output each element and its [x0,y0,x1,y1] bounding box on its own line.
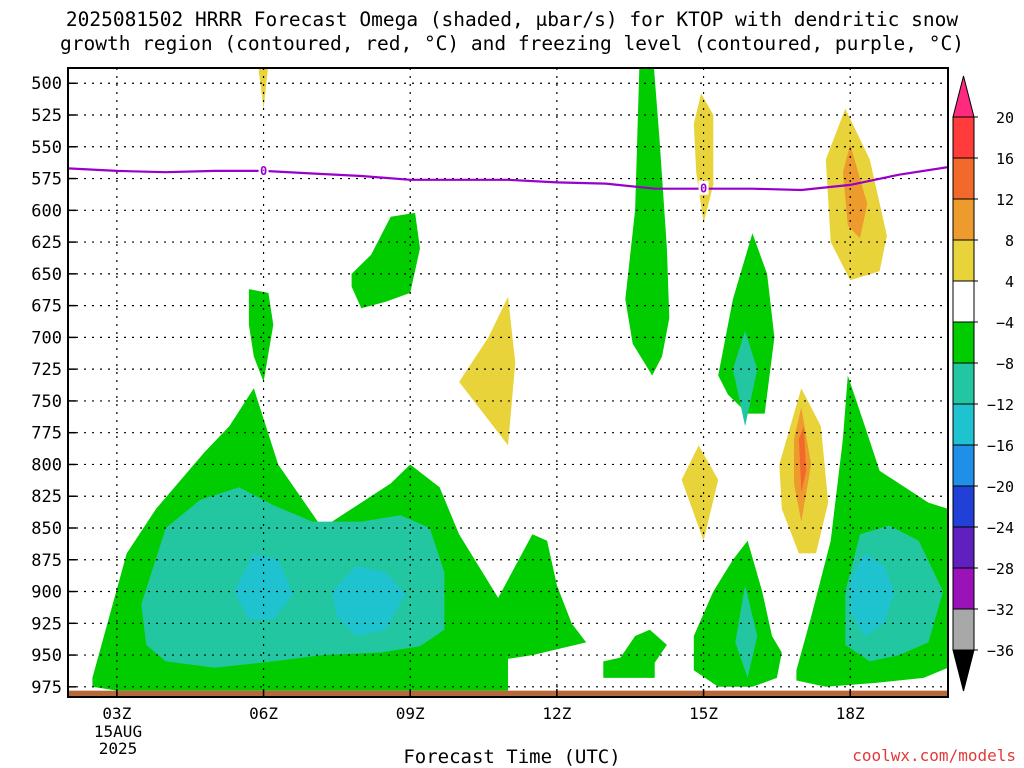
omega-region-1 [248,289,274,382]
x-tick-label-03Z: 03Z [102,704,131,723]
colorbar-label-1: 16 [996,150,1014,168]
y-tick-label-800: 800 [31,455,62,475]
omega-region-6 [693,540,782,687]
y-tick-label-875: 875 [31,551,62,571]
freezing-label-bg-15 [698,180,709,195]
omega-region-15 [258,68,268,109]
omega-region-3 [625,68,670,376]
x-axis-title: Forecast Time (UTC) [403,746,621,768]
y-tick-label-950: 950 [31,646,62,666]
colorbar-bin-4 [952,280,975,323]
y-tick-label-650: 650 [31,265,62,285]
colorbar-label-9: −20 [987,478,1014,496]
omega-region-17 [693,93,714,224]
colorbar-bin-11 [952,567,975,610]
colorbar-bin-0 [952,116,975,159]
x-tick-label-09Z: 09Z [396,704,425,723]
colorbar: 20 16 12 8 4 −4 −8 −12 −16 −20 −24 −28 −32 −36 [952,75,1014,692]
colorbar-bin-12 [952,608,975,651]
freezing-level-contour: 00 [68,162,948,196]
freezing-level-label: 0 [260,164,267,178]
y-tick-label-825: 825 [31,487,62,507]
y-tick-label-925: 925 [31,614,62,634]
omega-region-21 [842,144,868,239]
x-axis: 03Z 06Z 09Z 12Z 15Z 18Z [102,689,865,723]
credit-link[interactable]: coolwx.com/models [852,746,1016,765]
colorbar-label-3: 8 [1005,232,1014,250]
colorbar-label-8: −16 [987,437,1014,455]
ground-bar [68,690,948,697]
colorbar-bin-9 [952,485,975,528]
colorbar-bin-10 [952,526,975,569]
y-tick-label-725: 725 [31,360,62,380]
chart-title-line1: 2025081502 HRRR Forecast Omega (shaded, … [65,8,959,31]
y-tick-label-575: 575 [31,170,62,190]
freezing-label-bg-6 [258,162,269,177]
freezing-level-line [68,166,948,192]
y-tick-label-625: 625 [31,233,62,253]
omega-region-16 [459,296,516,446]
colorbar-label-0: 20 [996,109,1014,127]
omega-region-12 [234,553,293,620]
y-tick-label-700: 700 [31,328,62,348]
colorbar-top-arrow [952,75,975,118]
colorbar-bin-3 [952,239,975,282]
y-tick-label-850: 850 [31,519,62,539]
colorbar-label-11: −28 [987,560,1014,578]
chart-title-line2: growth region (contoured, red, °C) and f… [60,32,964,55]
colorbar-label-5: −4 [996,314,1014,332]
plot-frame [67,67,949,698]
gridlines [68,68,948,697]
freezing-level-label: 0 [700,182,707,196]
x-tick-label-18Z: 18Z [836,704,865,723]
y-tick-label-975: 975 [31,678,62,698]
x-tick-label-12Z: 12Z [542,704,571,723]
colorbar-label-10: −24 [987,519,1014,537]
colorbar-bin-1 [952,157,975,200]
colorbar-label-13: −36 [987,642,1014,660]
colorbar-bin-7 [952,403,975,446]
colorbar-bin-2 [952,198,975,241]
colorbar-label-12: −32 [987,601,1014,619]
omega-region-23 [798,426,807,493]
x-tick-label-06Z: 06Z [249,704,278,723]
omega-region-14 [850,553,895,636]
colorbar-label-7: −12 [987,396,1014,414]
y-tick-label-525: 525 [31,106,62,126]
colorbar-label-2: 12 [996,191,1014,209]
chart-title: 2025081502 HRRR Forecast Omega (shaded, … [0,8,1024,56]
y-tick-label-775: 775 [31,424,62,444]
colorbar-bin-6 [952,362,975,405]
y-tick-label-750: 750 [31,392,62,412]
y-tick-label-675: 675 [31,297,62,317]
colorbar-bin-5 [952,321,975,364]
omega-region-2 [351,212,420,309]
omega-region-18 [681,445,719,541]
date-year-label: 2025 [98,739,138,758]
y-tick-label-900: 900 [31,583,62,603]
omega-shading [92,68,948,691]
x-tick-label-15Z: 15Z [689,704,718,723]
colorbar-label-4: 4 [1005,273,1014,291]
omega-region-5 [718,233,775,414]
date-day-label: 15AUG [93,722,143,741]
y-tick-label-600: 600 [31,201,62,221]
y-tick-label-500: 500 [31,74,62,94]
colorbar-label-6: −8 [996,355,1014,373]
colorbar-bin-8 [952,444,975,487]
omega-region-13 [332,566,406,636]
omega-region-4 [603,629,667,678]
y-axis: 500 525 550 575 600 625 650 675 700 725 750 775 800 8… [31,74,76,698]
omega-region-9 [732,331,758,427]
ground-strip [68,690,948,697]
colorbar-bottom-arrow [952,649,975,692]
y-tick-label-550: 550 [31,138,62,158]
